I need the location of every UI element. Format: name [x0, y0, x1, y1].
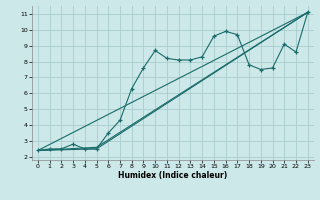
X-axis label: Humidex (Indice chaleur): Humidex (Indice chaleur) [118, 171, 228, 180]
